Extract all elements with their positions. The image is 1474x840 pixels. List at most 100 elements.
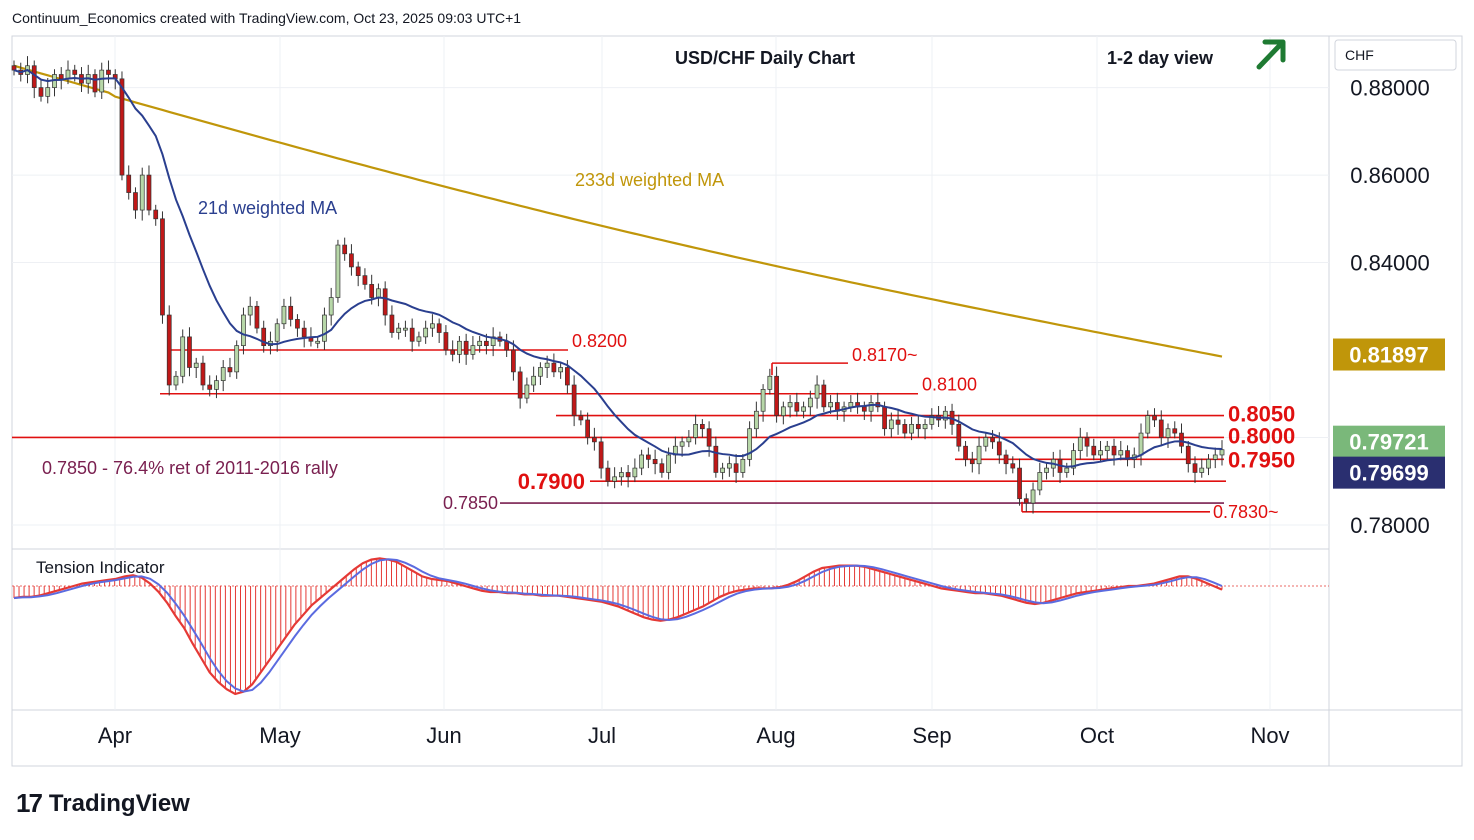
candle[interactable] [99, 62, 105, 99]
candle[interactable] [133, 187, 138, 219]
candle[interactable] [443, 325, 449, 356]
candle[interactable] [747, 421, 752, 467]
tradingview-brand[interactable]: 17 TradingView [16, 788, 190, 819]
candle[interactable] [646, 447, 651, 469]
candle[interactable] [187, 327, 192, 377]
candle[interactable] [821, 379, 827, 413]
candle[interactable] [1023, 493, 1029, 512]
candle[interactable] [247, 296, 253, 326]
candle[interactable] [139, 167, 145, 221]
candle[interactable] [1077, 427, 1083, 460]
candle[interactable] [1003, 449, 1009, 475]
candle[interactable] [436, 318, 442, 344]
candle[interactable] [342, 237, 348, 261]
candle[interactable] [1098, 440, 1103, 462]
candle[interactable] [753, 401, 759, 438]
candle[interactable] [1145, 410, 1151, 439]
candle[interactable] [915, 414, 921, 438]
candle[interactable] [328, 287, 334, 326]
candle[interactable] [531, 366, 537, 392]
candle[interactable] [376, 283, 381, 307]
candle[interactable] [416, 331, 422, 347]
candle[interactable] [335, 239, 341, 303]
candle[interactable] [153, 204, 159, 226]
candle[interactable] [1104, 440, 1110, 460]
candle[interactable] [160, 211, 165, 324]
candle[interactable] [760, 384, 766, 422]
candle[interactable] [814, 375, 820, 409]
candle[interactable] [409, 318, 415, 352]
candle[interactable] [207, 375, 213, 397]
candle[interactable] [1030, 482, 1036, 514]
candle[interactable] [1071, 443, 1076, 476]
candle[interactable] [1212, 447, 1218, 469]
candle[interactable] [295, 314, 300, 337]
candle[interactable] [787, 395, 793, 418]
candle[interactable] [619, 467, 624, 486]
candle[interactable] [652, 449, 658, 475]
candle[interactable] [848, 395, 854, 413]
candle[interactable] [301, 320, 307, 348]
candle[interactable] [1091, 438, 1097, 461]
candle[interactable] [1125, 445, 1130, 467]
candle[interactable] [686, 430, 692, 448]
candle[interactable] [92, 69, 98, 98]
candle[interactable] [1172, 421, 1178, 439]
candle[interactable] [322, 307, 327, 351]
candle[interactable] [1010, 456, 1016, 474]
candle[interactable] [1044, 462, 1049, 480]
candle[interactable] [504, 333, 510, 358]
candle[interactable] [740, 454, 746, 478]
candle[interactable] [450, 340, 456, 362]
candle[interactable] [234, 340, 240, 379]
candle[interactable] [578, 410, 584, 426]
candle[interactable] [909, 416, 914, 441]
candle[interactable] [274, 318, 280, 352]
candle[interactable] [976, 436, 982, 475]
candle[interactable] [558, 362, 564, 379]
candle[interactable] [767, 368, 773, 395]
candle[interactable] [126, 165, 132, 200]
candle[interactable] [52, 69, 57, 97]
candle[interactable] [855, 392, 860, 414]
candle[interactable] [1152, 408, 1157, 427]
candle[interactable] [598, 436, 604, 479]
candle[interactable] [625, 465, 631, 488]
candle[interactable] [585, 412, 590, 445]
candle[interactable] [733, 454, 739, 483]
candle[interactable] [362, 268, 368, 290]
candle[interactable] [1111, 438, 1117, 466]
candle[interactable] [969, 451, 975, 473]
candle[interactable] [470, 336, 476, 360]
candle[interactable] [119, 71, 125, 181]
candle[interactable] [807, 390, 813, 416]
candle[interactable] [31, 60, 37, 99]
candle[interactable] [524, 377, 530, 404]
candle[interactable] [214, 375, 219, 399]
candle[interactable] [605, 460, 611, 487]
candle[interactable] [929, 408, 935, 430]
candle[interactable] [983, 432, 989, 452]
candle[interactable] [423, 320, 429, 344]
candle[interactable] [45, 77, 51, 104]
candle[interactable] [490, 327, 496, 357]
candle[interactable] [794, 392, 800, 417]
candle[interactable] [672, 436, 678, 464]
candle[interactable] [612, 467, 617, 489]
candle[interactable] [146, 165, 152, 216]
candle[interactable] [571, 375, 577, 427]
candle[interactable] [430, 314, 435, 337]
candle[interactable] [1064, 462, 1070, 478]
candle[interactable] [699, 419, 705, 438]
candle[interactable] [1199, 458, 1205, 478]
candle[interactable] [841, 401, 847, 422]
candle[interactable] [38, 80, 44, 102]
candle[interactable] [538, 362, 543, 385]
candle[interactable] [1179, 423, 1184, 454]
candle[interactable] [403, 320, 408, 337]
candle[interactable] [1219, 440, 1225, 466]
candle[interactable] [875, 392, 881, 413]
candle[interactable] [11, 60, 17, 76]
candle[interactable] [511, 340, 516, 381]
